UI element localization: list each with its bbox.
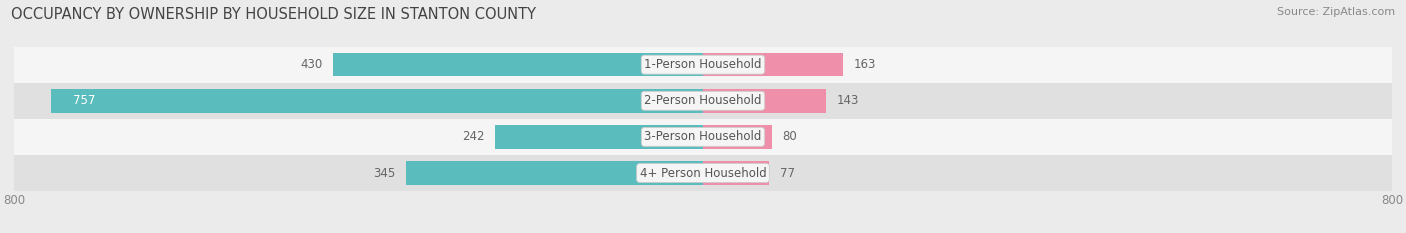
Text: 80: 80: [782, 130, 797, 143]
Bar: [14, 119, 1392, 155]
Text: 3-Person Household: 3-Person Household: [644, 130, 762, 143]
Text: 77: 77: [780, 167, 794, 179]
Bar: [406, 161, 703, 185]
Bar: [14, 47, 1392, 83]
Text: Source: ZipAtlas.com: Source: ZipAtlas.com: [1277, 7, 1395, 17]
Bar: [333, 53, 703, 76]
Bar: [51, 89, 703, 113]
Text: 242: 242: [461, 130, 484, 143]
Text: 430: 430: [299, 58, 322, 71]
Text: 163: 163: [853, 58, 876, 71]
Text: 2-Person Household: 2-Person Household: [644, 94, 762, 107]
Text: 757: 757: [73, 94, 96, 107]
Bar: [703, 53, 844, 76]
Bar: [14, 155, 1392, 191]
Bar: [703, 161, 769, 185]
Text: 345: 345: [374, 167, 395, 179]
Text: 1-Person Household: 1-Person Household: [644, 58, 762, 71]
Bar: [703, 89, 827, 113]
Bar: [14, 83, 1392, 119]
Text: 143: 143: [837, 94, 859, 107]
Text: OCCUPANCY BY OWNERSHIP BY HOUSEHOLD SIZE IN STANTON COUNTY: OCCUPANCY BY OWNERSHIP BY HOUSEHOLD SIZE…: [11, 7, 536, 22]
Bar: [703, 125, 772, 149]
Bar: [495, 125, 703, 149]
Text: 4+ Person Household: 4+ Person Household: [640, 167, 766, 179]
